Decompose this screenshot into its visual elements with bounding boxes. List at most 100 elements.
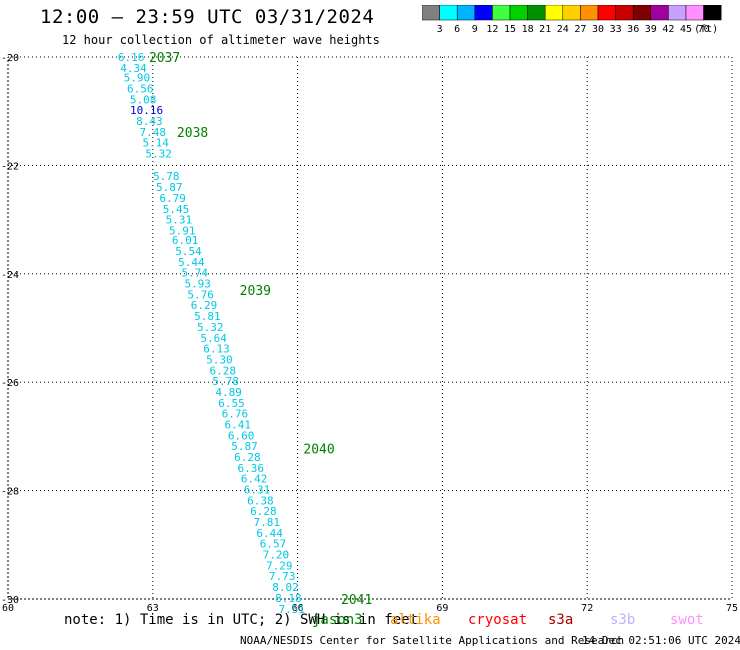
wave-height-value: 7.20: [263, 549, 290, 562]
latitude-tick-label: -20: [1, 53, 19, 64]
legend-bin-label: 70: [698, 24, 710, 35]
wave-height-value: 4.89: [215, 386, 242, 399]
wave-height-value: 7.81: [253, 516, 280, 529]
wave-height-value: 6.13: [203, 343, 230, 356]
wave-height-value: 5.14: [142, 137, 169, 150]
legend-bin-label: 27: [574, 24, 586, 35]
wave-height-value: 5.45: [163, 203, 190, 216]
wave-height-value: 6.42: [241, 473, 268, 486]
wave-height-value: 5.87: [156, 181, 183, 194]
legend-bin-label: 21: [539, 24, 551, 35]
wave-height-value: 6.76: [222, 408, 249, 421]
legend-bin-label: 42: [662, 24, 674, 35]
wave-height-value: 6.01: [172, 234, 199, 247]
wave-height-value: 5.81: [194, 310, 221, 323]
wave-height-value: 6.56: [127, 82, 154, 95]
page-subtitle: 12 hour collection of altimeter wave hei…: [62, 33, 380, 47]
longitude-tick-label: 66: [292, 603, 304, 614]
satellite-s3a-label: s3a: [548, 612, 574, 628]
wave-height-value: 6.31: [244, 484, 271, 497]
longitude-tick-label: 72: [581, 603, 593, 614]
generated-timestamp: 14 Dec 02:51:06 UTC 2024: [582, 634, 740, 647]
wave-height-value: 5.64: [200, 332, 227, 345]
legend-bin-label: 33: [610, 24, 622, 35]
legend-unit-label: (ft): [694, 24, 718, 35]
latitude-tick-label: -28: [1, 487, 19, 498]
pass-time-label: 2037: [149, 51, 180, 66]
pass-time-label: 2041: [341, 593, 372, 608]
page-title: 12:00 – 23:59 UTC 03/31/2024: [40, 6, 375, 28]
wave-height-value: 6.36: [238, 462, 265, 475]
wave-height-value: 8.18: [275, 592, 302, 605]
footer-note: note: 1) Time is in UTC; 2) SWH is in fe…: [64, 612, 419, 628]
wave-height-value: 10.16: [130, 104, 163, 117]
legend-bin-label: 6: [454, 24, 460, 35]
wave-height-value: 5.31: [166, 214, 193, 227]
wave-height-value: 5.91: [169, 224, 196, 237]
wave-height-value: 5.78: [212, 375, 239, 388]
latitude-tick-label: -26: [1, 378, 19, 389]
wave-height-value: 6.28: [234, 451, 261, 464]
latitude-tick-label: -22: [1, 161, 19, 172]
wave-height-value: 5.74: [182, 267, 209, 280]
longitude-tick-label: 75: [726, 603, 738, 614]
wave-height-value: 5.30: [206, 353, 233, 366]
wave-height-value: 8.43: [136, 115, 163, 128]
map-grid: [7, 56, 733, 600]
wave-height-value: 5.78: [153, 170, 180, 183]
time-labels: 2037 2038 2039 2040 2041: [149, 51, 372, 608]
legend-bin-label: 12: [486, 24, 498, 35]
wave-height-value: 8.02: [272, 581, 299, 594]
wave-height-value: 7.29: [266, 559, 293, 572]
wave-height-value: 5.76: [187, 288, 214, 301]
wave-height-value: 6.44: [256, 527, 283, 540]
wave-height-value: 5.93: [184, 278, 211, 291]
legend-bin-label: 45: [680, 24, 692, 35]
legend-swatch: [703, 5, 722, 21]
wave-height-track: 6.164.345.906.565.0810.168.437.485.145.3…: [118, 51, 305, 616]
wave-height-value: 5.32: [197, 321, 224, 334]
wave-height-value: 6.29: [191, 299, 218, 312]
legend-bin-label: 3: [437, 24, 443, 35]
legend-bin-label: 39: [645, 24, 657, 35]
legend-bin-label: 36: [627, 24, 639, 35]
wave-height-value: 5.08: [130, 93, 157, 106]
longitude-tick-label: 63: [147, 603, 159, 614]
credit-text: NOAA/NESDIS Center for Satellite Applica…: [240, 634, 625, 647]
legend-bin-label: 15: [504, 24, 516, 35]
wave-height-value: 5.87: [231, 440, 258, 453]
pass-time-label: 2038: [177, 126, 208, 141]
wave-height-value: 6.41: [224, 418, 251, 431]
wave-height-value: 6.57: [260, 538, 287, 551]
satellite-swot-label: swot: [670, 612, 704, 628]
pass-time-label: 2040: [303, 442, 334, 457]
pass-time-label: 2039: [240, 284, 271, 299]
wave-height-value: 6.55: [218, 397, 245, 410]
wave-height-value: 5.44: [178, 256, 205, 269]
wave-height-value: 7.51: [279, 603, 306, 616]
wave-height-value: 6.16: [118, 51, 145, 64]
wave-height-value: 6.28: [210, 364, 237, 377]
wave-height-value: 7.48: [140, 126, 167, 139]
satellite-cryosat-label: cryosat: [468, 612, 528, 628]
legend-bin-label: 30: [592, 24, 604, 35]
longitude-tick-label: 60: [2, 603, 14, 614]
wave-height-value: 5.54: [175, 245, 202, 258]
latitude-tick-label: -24: [1, 270, 19, 281]
longitude-tick-label: 69: [436, 603, 448, 614]
wave-height-value: 5.90: [124, 72, 151, 85]
satellite-altika-label: altika: [390, 612, 441, 628]
wave-height-color-legend: 3 6 9 12 15 18 21 24 27 30 33 36 39 42 45 70(ft): [422, 5, 722, 35]
legend-bin-label: 9: [472, 24, 478, 35]
satellite-s3b-label: s3b: [610, 612, 636, 628]
wave-height-value: 7.73: [269, 570, 296, 583]
wave-height-value: 6.60: [228, 429, 255, 442]
wave-height-value: 6.28: [250, 505, 277, 518]
wave-height-value: 6.79: [159, 192, 186, 205]
map-axis-labels: 60 63 66 69 72 75 -20 -22 -24 -26 -28 -30: [1, 53, 738, 614]
legend-bin-label: 24: [557, 24, 569, 35]
latitude-tick-label: -30: [1, 595, 19, 606]
satellite-jason3-label: jason3: [312, 612, 363, 628]
wave-height-value: 6.38: [247, 494, 274, 507]
